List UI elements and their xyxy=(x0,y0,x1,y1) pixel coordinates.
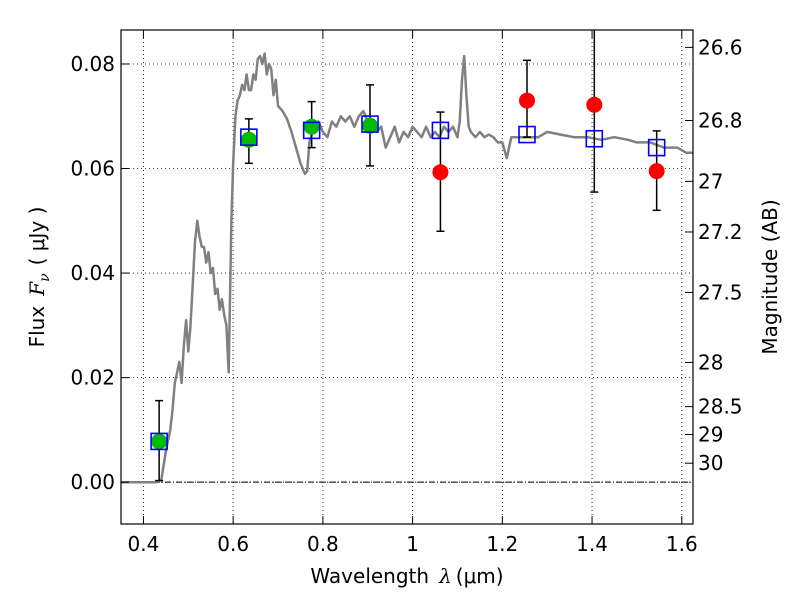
y-tick-label: 0.08 xyxy=(70,52,115,76)
x-tick-label: 1 xyxy=(406,532,419,556)
y-tick-labels: 0.00 0.02 0.04 0.06 0.08 xyxy=(70,52,115,494)
plot-area xyxy=(121,30,693,524)
model-photometry-markers xyxy=(150,115,666,451)
x-tick-label: 1.6 xyxy=(666,532,698,556)
y2-tick-label: 28 xyxy=(698,350,723,374)
model-photometry-marker xyxy=(302,121,321,140)
model-photometry-marker xyxy=(431,121,450,140)
detection-point xyxy=(240,131,257,148)
y2-tick-label: 30 xyxy=(698,451,723,475)
x-tick-label: 1.4 xyxy=(576,532,608,556)
y-axis-label: FluxFν( μJy ) xyxy=(25,207,53,348)
detection-point xyxy=(361,117,378,134)
model-photometry-marker xyxy=(518,125,536,144)
upper-limit-point xyxy=(648,163,665,180)
upper-limit-point xyxy=(519,92,536,109)
model-photometry-marker xyxy=(150,432,168,451)
y2-tick-label: 27.5 xyxy=(698,280,743,304)
y-tick-label: 0.00 xyxy=(70,470,115,494)
x-tick-label: 0.4 xyxy=(128,532,160,556)
y2-tick-label: 26.8 xyxy=(698,109,743,133)
detection-point xyxy=(303,118,320,135)
y-tick-label: 0.02 xyxy=(70,366,115,390)
x-tick-label: 0.8 xyxy=(307,532,339,556)
y2-tick-label: 29 xyxy=(698,423,723,447)
axis-ticks xyxy=(121,30,693,524)
y-tick-label: 0.04 xyxy=(70,261,115,285)
model-photometry-marker xyxy=(647,138,666,157)
x-tick-labels: 0.4 0.6 0.8 1 1.2 1.4 1.6 xyxy=(128,532,698,556)
y2-axis-label: Magnitude (AB) xyxy=(758,199,782,354)
plot-frame xyxy=(120,29,694,525)
model-photometry-marker xyxy=(240,128,258,146)
y2-tick-label: 27 xyxy=(698,169,723,193)
model-photometry-marker xyxy=(585,129,604,148)
x-axis-label: Wavelength λ (μm) xyxy=(310,564,503,588)
upper-limit-point xyxy=(586,96,603,113)
model-photometry-marker xyxy=(361,115,379,133)
x-tick-label: 1.2 xyxy=(486,532,518,556)
y2-tick-label: 27.2 xyxy=(698,220,743,244)
y2-tick-label: 28.5 xyxy=(698,395,743,419)
upper-limit-point xyxy=(432,164,449,181)
y2-tick-labels: 26.6 26.8 27 27.2 27.5 28 28.5 29 30 xyxy=(698,35,743,475)
detection-point xyxy=(151,433,168,450)
y-tick-label: 0.06 xyxy=(70,157,115,181)
x-tick-label: 0.6 xyxy=(217,532,249,556)
y2-tick-label: 26.6 xyxy=(698,35,743,59)
